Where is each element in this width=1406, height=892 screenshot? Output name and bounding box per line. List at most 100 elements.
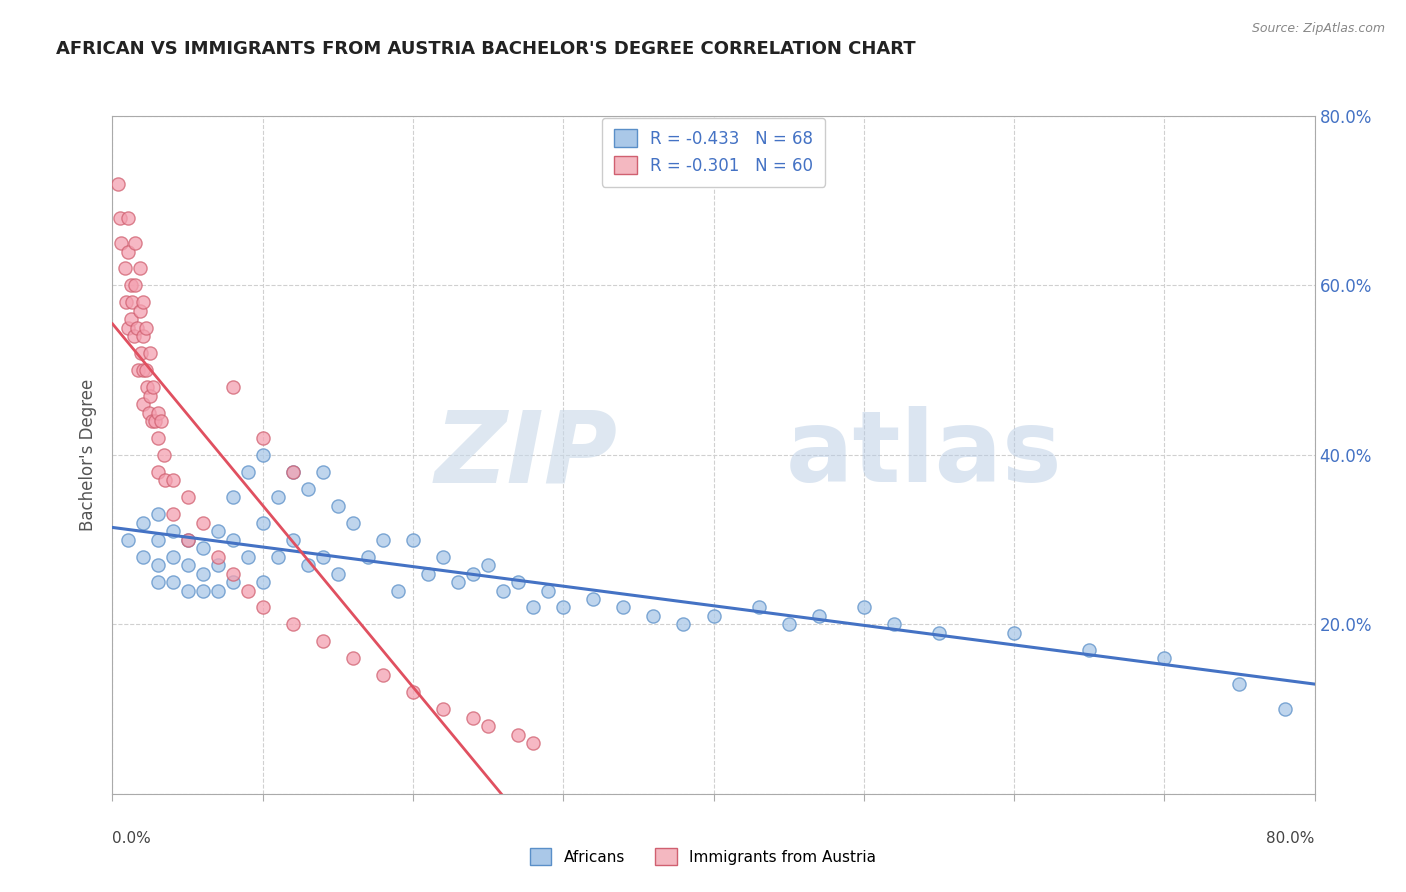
Point: [778, 617, 800, 632]
Point: [883, 617, 905, 632]
Point: [121, 295, 143, 310]
Point: [702, 609, 725, 624]
Point: [139, 389, 162, 403]
Point: [135, 321, 157, 335]
Point: [131, 363, 153, 377]
Point: [522, 736, 544, 750]
Point: [120, 278, 142, 293]
Point: [402, 533, 425, 547]
Point: [222, 575, 245, 590]
Point: [371, 533, 394, 547]
Point: [297, 482, 319, 496]
Point: [191, 566, 214, 581]
Point: [176, 533, 198, 547]
Point: [252, 600, 274, 615]
Point: [672, 617, 695, 632]
Point: [928, 626, 950, 640]
Point: [252, 448, 274, 462]
Point: [252, 516, 274, 530]
Point: [357, 549, 380, 564]
Point: [114, 261, 136, 276]
Point: [191, 583, 214, 598]
Text: 80.0%: 80.0%: [1267, 831, 1315, 846]
Point: [191, 541, 214, 555]
Point: [149, 414, 172, 428]
Point: [312, 634, 335, 648]
Point: [191, 516, 214, 530]
Point: [146, 533, 169, 547]
Point: [447, 575, 470, 590]
Point: [107, 177, 129, 191]
Point: [152, 448, 174, 462]
Point: [125, 321, 148, 335]
Point: [127, 363, 149, 377]
Point: [281, 465, 304, 479]
Point: [146, 431, 169, 445]
Point: [176, 583, 198, 598]
Text: atlas: atlas: [786, 407, 1063, 503]
Legend: R = -0.433   N = 68, R = -0.301   N = 60: R = -0.433 N = 68, R = -0.301 N = 60: [602, 118, 825, 186]
Point: [582, 592, 605, 607]
Point: [402, 685, 425, 699]
Point: [222, 566, 245, 581]
Point: [1229, 676, 1251, 690]
Point: [537, 583, 560, 598]
Point: [108, 211, 131, 225]
Y-axis label: Bachelor's Degree: Bachelor's Degree: [79, 379, 97, 531]
Point: [432, 702, 454, 716]
Point: [416, 566, 439, 581]
Point: [176, 558, 198, 573]
Point: [522, 600, 544, 615]
Point: [612, 600, 634, 615]
Point: [115, 295, 138, 310]
Point: [117, 211, 139, 225]
Point: [207, 558, 229, 573]
Point: [146, 507, 169, 521]
Point: [117, 533, 139, 547]
Point: [124, 278, 146, 293]
Point: [387, 583, 409, 598]
Point: [207, 583, 229, 598]
Point: [342, 516, 364, 530]
Point: [326, 499, 349, 513]
Point: [138, 406, 160, 420]
Point: [117, 244, 139, 259]
Point: [153, 473, 176, 487]
Point: [643, 609, 665, 624]
Point: [110, 236, 132, 251]
Point: [267, 491, 290, 505]
Text: AFRICAN VS IMMIGRANTS FROM AUSTRIA BACHELOR'S DEGREE CORRELATION CHART: AFRICAN VS IMMIGRANTS FROM AUSTRIA BACHE…: [56, 40, 915, 58]
Point: [222, 491, 245, 505]
Point: [146, 465, 169, 479]
Point: [129, 346, 152, 360]
Point: [1002, 626, 1025, 640]
Point: [852, 600, 875, 615]
Point: [162, 549, 184, 564]
Point: [176, 491, 198, 505]
Point: [748, 600, 770, 615]
Point: [222, 533, 245, 547]
Point: [120, 312, 142, 326]
Point: [128, 304, 150, 318]
Point: [124, 236, 146, 251]
Point: [162, 507, 184, 521]
Point: [131, 329, 153, 343]
Point: [135, 363, 157, 377]
Point: [342, 651, 364, 665]
Text: 0.0%: 0.0%: [112, 831, 152, 846]
Point: [141, 414, 163, 428]
Point: [477, 719, 499, 733]
Point: [807, 609, 830, 624]
Point: [128, 261, 150, 276]
Point: [207, 524, 229, 539]
Point: [162, 473, 184, 487]
Point: [312, 549, 335, 564]
Point: [297, 558, 319, 573]
Point: [252, 431, 274, 445]
Point: [281, 465, 304, 479]
Point: [162, 575, 184, 590]
Point: [146, 558, 169, 573]
Point: [281, 617, 304, 632]
Point: [312, 465, 335, 479]
Point: [236, 583, 259, 598]
